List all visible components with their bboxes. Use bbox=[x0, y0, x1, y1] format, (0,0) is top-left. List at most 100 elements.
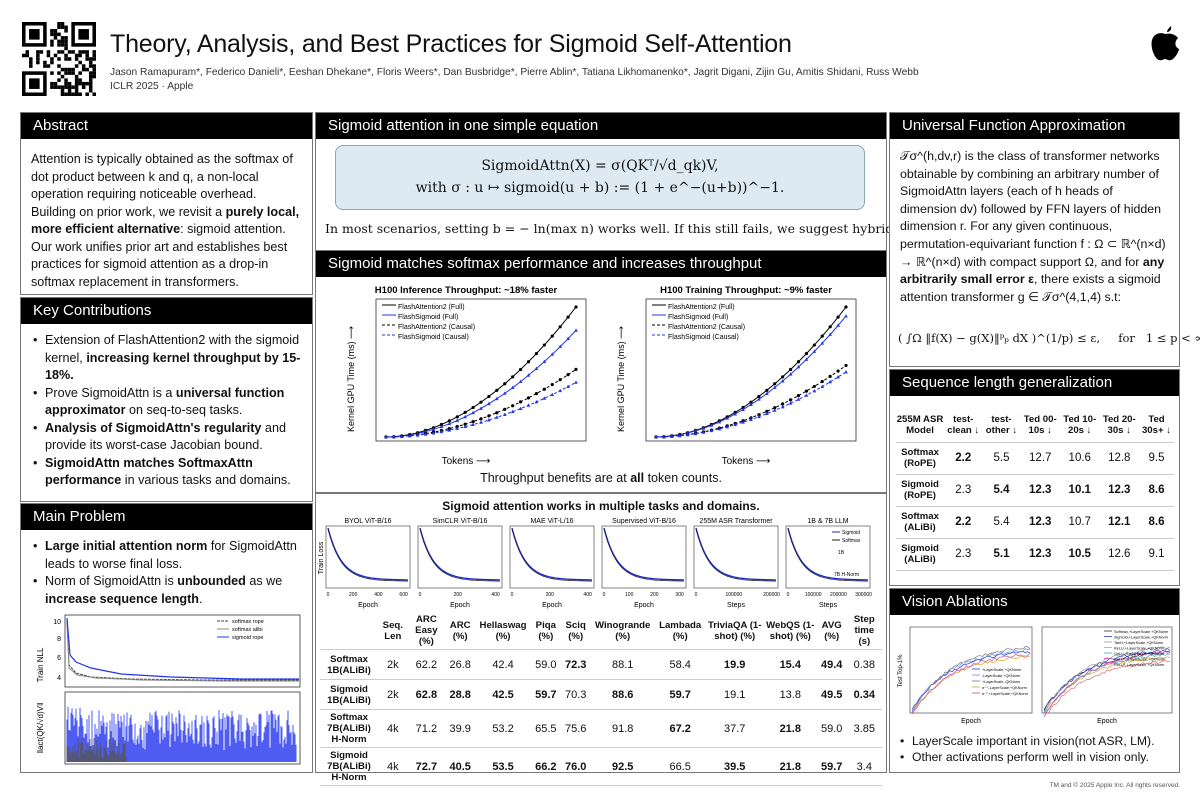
vision-curve bbox=[1043, 646, 1171, 713]
qr-cell bbox=[53, 81, 58, 86]
throughput-point bbox=[820, 334, 824, 338]
qr-cell bbox=[74, 81, 79, 86]
contribution-item: Prove SigmoidAttn is a universal functio… bbox=[31, 385, 302, 420]
vision-legend-entry: Softmax,+LayerScale,+QKNorm bbox=[1114, 630, 1168, 634]
qr-cell bbox=[60, 36, 65, 40]
tasks-panel: Sigmoid attention works in multiple task… bbox=[315, 493, 887, 786]
benchmark-cell: 3.85 bbox=[846, 709, 882, 748]
seqgen-table: 255M ASR Model test-clean ↓ test-other ↓ Te… bbox=[896, 408, 1174, 571]
contribution-text: Prove SigmoidAttn is a bbox=[45, 385, 176, 400]
vision-bullet: LayerScale important in vision(not ASR, … bbox=[898, 733, 1155, 749]
qr-cell bbox=[81, 81, 86, 86]
qr-cell bbox=[29, 57, 33, 61]
benchmark-cell: 2k bbox=[378, 649, 408, 680]
benchmark-cell: 42.5 bbox=[475, 679, 531, 710]
benchmark-row: Softmax 7B(ALiBi) H-Norm 4k 71.2 39.9 53.2 65… bbox=[320, 709, 882, 748]
vision-legend-entry: σ⁻¹,+LayerScale,+QKNorm bbox=[982, 692, 1028, 696]
qr-cell bbox=[57, 25, 61, 30]
seqgen-model-name: Sigmoid (ALiBi) bbox=[896, 538, 944, 571]
benchmark-table: Seq. Len ARC Easy (%) ARC (%) Hellaswag (%)… bbox=[320, 612, 882, 786]
llm-legend-entry: Sigmoid bbox=[842, 530, 860, 536]
qr-cell bbox=[60, 43, 65, 47]
qr-cell bbox=[36, 50, 40, 54]
throughput-point bbox=[749, 400, 753, 404]
mini-chart-frame bbox=[601, 525, 687, 589]
vision-ablation-charts: Test Top-1% Epoch Epoch +LayerScale,+QKN… bbox=[898, 626, 1173, 725]
qr-cell bbox=[29, 64, 33, 68]
qr-finder bbox=[29, 78, 40, 89]
qr-cell bbox=[92, 50, 96, 54]
qr-cell bbox=[60, 67, 65, 72]
throughput-point bbox=[685, 432, 690, 437]
throughput-point bbox=[828, 325, 832, 329]
seqgen-cell: 5.5 bbox=[982, 442, 1021, 475]
seqgen-cell: 9.5 bbox=[1139, 442, 1174, 475]
softmax-loss-curve bbox=[327, 529, 408, 582]
throughput-point bbox=[384, 435, 388, 439]
throughput-point bbox=[447, 419, 451, 423]
qr-cell bbox=[78, 50, 82, 54]
qr-cell bbox=[57, 71, 61, 75]
benchmark-cell: 67.2 bbox=[654, 709, 706, 748]
equation-note: In most scenarios, setting b = − ln(max … bbox=[325, 221, 935, 236]
qr-cell bbox=[74, 57, 79, 61]
throughput-point bbox=[820, 341, 825, 345]
abstract-heading: Abstract bbox=[21, 113, 312, 139]
throughput-point bbox=[733, 412, 737, 416]
ufa-text-part: 𝒯σ^(h,dv,r) is the class of transformer … bbox=[900, 149, 1166, 269]
benchmark-cell: 4k bbox=[378, 709, 408, 748]
equation-line: SigmoidAttn(X) = σ(QKᵀ/√d_qk)V, bbox=[481, 158, 719, 174]
throughput-point bbox=[518, 379, 523, 384]
qr-cell bbox=[64, 25, 68, 30]
throughput-point bbox=[757, 413, 761, 417]
throughput-point bbox=[788, 367, 793, 372]
qr-cell bbox=[88, 81, 93, 86]
norm-spikes bbox=[66, 706, 297, 762]
vision-legend-entry: Sigmoid,+LayerScale,+QKNorm bbox=[1114, 636, 1168, 640]
qr-cell bbox=[60, 50, 65, 54]
qr-cell bbox=[71, 71, 75, 75]
throughput-point bbox=[701, 426, 706, 430]
mini-xtick: 100000 bbox=[805, 592, 822, 598]
qr-cell bbox=[74, 78, 79, 82]
qr-cell bbox=[78, 78, 82, 82]
vision-curve bbox=[911, 655, 1031, 713]
qr-cell bbox=[50, 29, 54, 33]
softmax-loss-curve bbox=[695, 529, 776, 582]
vision-curve bbox=[911, 646, 1031, 714]
contribution-text: on seq-to-seq tasks. bbox=[125, 403, 243, 417]
mini-xlabel: Epoch bbox=[358, 602, 378, 609]
seqgen-cell: 12.1 bbox=[1099, 506, 1140, 539]
seqgen-heading: Sequence length generalization bbox=[890, 370, 1179, 396]
mini-chart-frame bbox=[509, 525, 595, 589]
problem-text: for SigmoidAttn leads to worse final los… bbox=[45, 539, 297, 571]
vision-right-frame bbox=[1041, 626, 1173, 714]
ufa-panel: Universal Function Approximation 𝒯σ^(h,d… bbox=[889, 112, 1200, 367]
mini-xlabel: Steps bbox=[727, 602, 745, 609]
throughput-point bbox=[788, 401, 793, 405]
seqgen-cell: 2.2 bbox=[944, 442, 983, 475]
throughput-point bbox=[439, 424, 444, 429]
mini-xtick: 200 bbox=[454, 592, 463, 598]
benchmark-cell: 58.4 bbox=[654, 649, 706, 680]
qr-cell bbox=[67, 57, 72, 61]
nll-curve-softmax-rope bbox=[66, 619, 299, 681]
contribution-bold: universal function approximator bbox=[45, 385, 285, 418]
mini-chart-title: MAE ViT-L/16 bbox=[530, 518, 573, 525]
legend-entry: FlashAttention2 (Causal) bbox=[668, 324, 745, 331]
throughput-point bbox=[415, 433, 420, 437]
qr-cell bbox=[50, 71, 54, 75]
training-series bbox=[652, 304, 848, 439]
throughput-point bbox=[502, 412, 507, 417]
throughput-point bbox=[749, 417, 753, 421]
benchmark-cell: 62.8 bbox=[407, 679, 446, 710]
qr-cell bbox=[78, 92, 82, 96]
throughput-point bbox=[757, 394, 761, 399]
qr-cell bbox=[78, 60, 82, 65]
throughput-point bbox=[677, 433, 682, 438]
legend-entry: FlashSigmoid (Causal) bbox=[668, 334, 739, 341]
benchmark-cell: 92.5 bbox=[590, 747, 655, 786]
qr-cell bbox=[53, 36, 58, 40]
qr-cell bbox=[92, 74, 96, 79]
legend-entry: FlashSigmoid (Full) bbox=[668, 314, 728, 321]
